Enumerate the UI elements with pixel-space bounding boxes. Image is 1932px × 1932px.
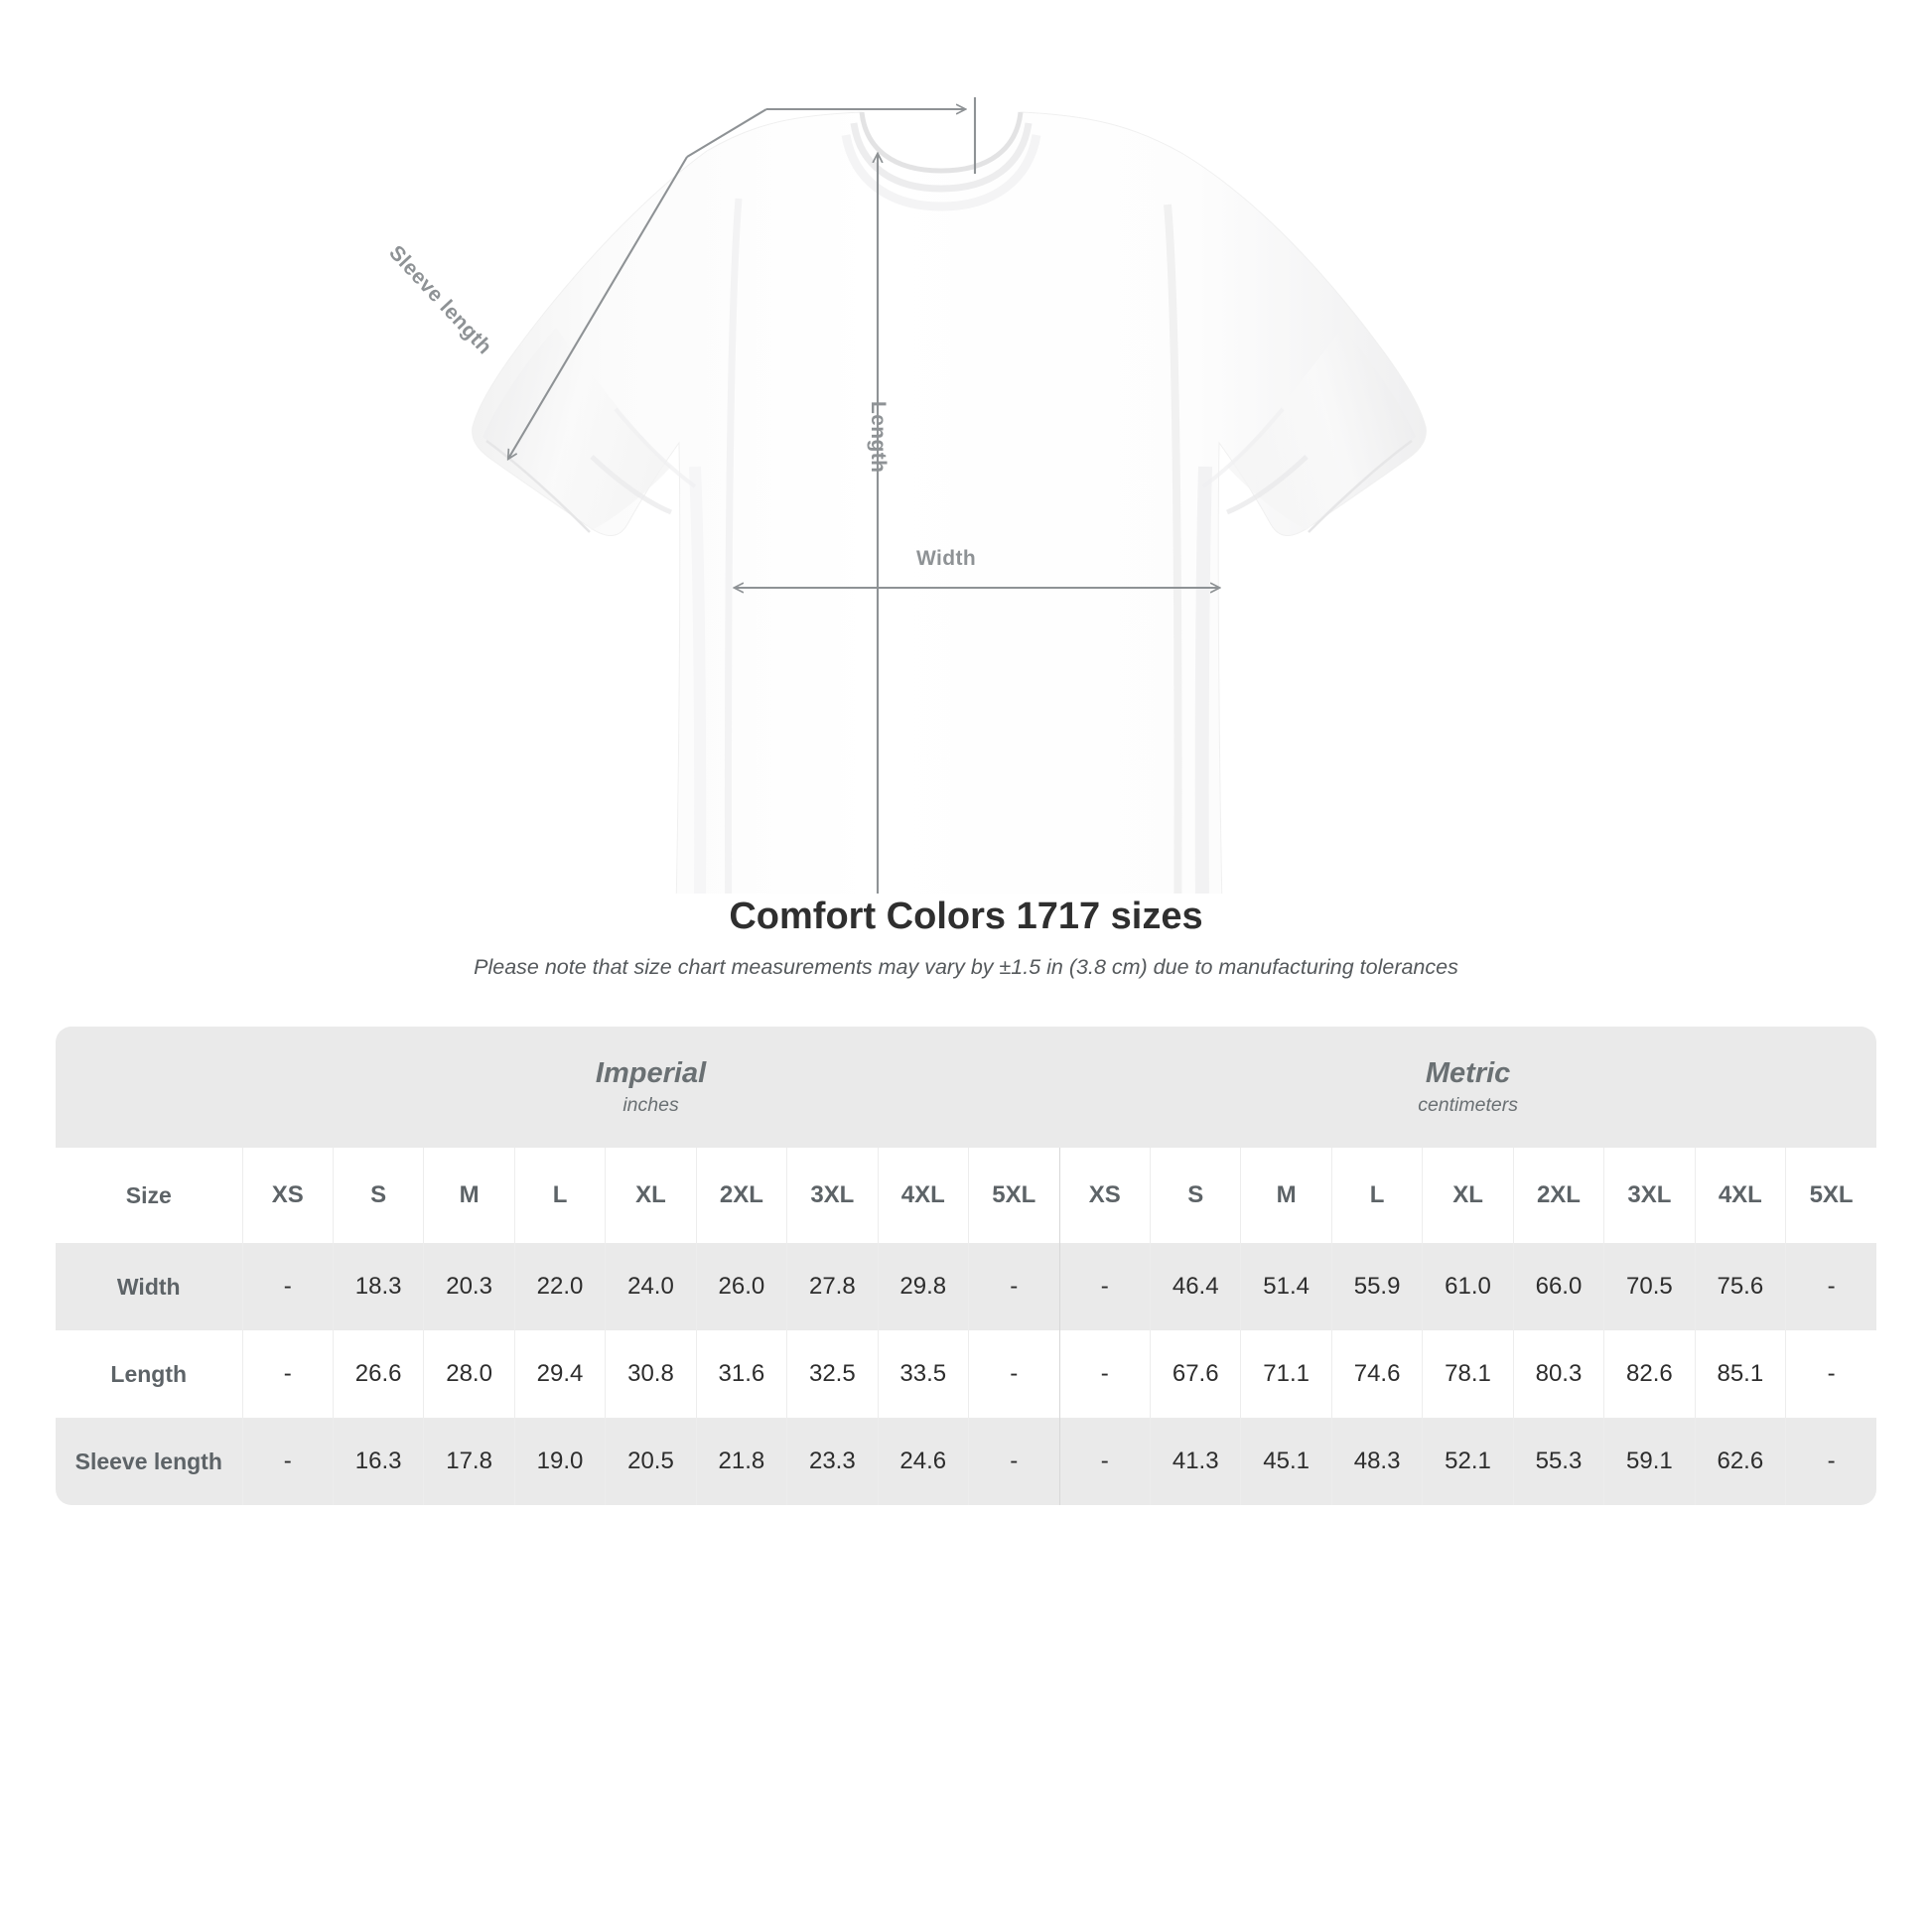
- unit-group-name: Metric: [1425, 1056, 1511, 1089]
- cell-sleeve-length-metric-l: 48.3: [1330, 1418, 1423, 1506]
- cell-sleeve-length-imperial-l: 19.0: [513, 1418, 606, 1506]
- cell-width-imperial-l: 22.0: [513, 1243, 606, 1331]
- table-row: Length -26.6 28.0 29.4 30.8 31.6 32.5 33.5- -67.…: [56, 1330, 1876, 1419]
- cell-sleeve-length-metric-4xl: 62.6: [1694, 1418, 1786, 1506]
- cell-width-metric-xl: 61.0: [1422, 1243, 1514, 1331]
- unit-row-spacer: [56, 1027, 242, 1149]
- header-size-imperial-m: M: [423, 1148, 515, 1244]
- cell-width-imperial-xs: -: [241, 1243, 334, 1331]
- unit-group-name: Imperial: [595, 1056, 707, 1089]
- cell-width-imperial-2xl: 26.0: [695, 1243, 787, 1331]
- cell-sleeve-length-imperial-2xl: 21.8: [695, 1418, 787, 1506]
- cell-sleeve-length-metric-5xl: -: [1785, 1418, 1876, 1506]
- cell-width-metric-5xl: -: [1785, 1243, 1876, 1331]
- tshirt-illustration: [472, 97, 1427, 894]
- header-size-imperial-5xl: 5XL: [968, 1148, 1060, 1244]
- cell-length-metric-m: 71.1: [1240, 1330, 1332, 1419]
- cell-length-metric-3xl: 82.6: [1603, 1330, 1696, 1419]
- header-size-metric-3xl: 3XL: [1603, 1148, 1696, 1244]
- cell-width-metric-m: 51.4: [1240, 1243, 1332, 1331]
- cell-length-imperial-3xl: 32.5: [786, 1330, 879, 1419]
- unit-group-subtitle: inches: [622, 1094, 679, 1117]
- cell-length-imperial-4xl: 33.5: [877, 1330, 969, 1419]
- cell-length-metric-xl: 78.1: [1422, 1330, 1514, 1419]
- cell-length-imperial-xl: 30.8: [605, 1330, 697, 1419]
- cell-length-imperial-5xl: -: [968, 1330, 1060, 1419]
- cell-width-metric-3xl: 70.5: [1603, 1243, 1696, 1331]
- cell-length-metric-s: 67.6: [1149, 1330, 1241, 1419]
- cell-length-imperial-2xl: 31.6: [695, 1330, 787, 1419]
- header-size-label: Size: [56, 1148, 242, 1244]
- unit-group-header-metric: Metric centimeters: [1059, 1027, 1876, 1149]
- header-size-metric-m: M: [1240, 1148, 1332, 1244]
- width-dimension-label: Width: [916, 547, 977, 570]
- cell-width-imperial-xl: 24.0: [605, 1243, 697, 1331]
- size-chart-table-wrapper: Imperial inches Metric centimeters Size XS S M L…: [56, 1027, 1876, 1506]
- table-row: Width -18.3 20.3 22.0 24.0 26.0 27.8 29.8- -46.4…: [56, 1243, 1876, 1331]
- header-size-metric-xs: XS: [1058, 1148, 1151, 1244]
- cell-width-imperial-4xl: 29.8: [877, 1243, 969, 1331]
- length-dimension-label: Length: [867, 401, 890, 474]
- header-size-metric-l: L: [1330, 1148, 1423, 1244]
- cell-length-metric-5xl: -: [1785, 1330, 1876, 1419]
- header-size-metric-2xl: 2XL: [1512, 1148, 1604, 1244]
- header-size-metric-s: S: [1149, 1148, 1241, 1244]
- page-title: Comfort Colors 1717 sizes: [729, 896, 1203, 937]
- shirt-body-shape: [472, 111, 1427, 894]
- cell-sleeve-length-metric-s: 41.3: [1149, 1418, 1241, 1506]
- size-chart-table: Imperial inches Metric centimeters Size XS S M L…: [56, 1027, 1876, 1506]
- header-size-imperial-xs: XS: [241, 1148, 334, 1244]
- measurement-guides: [508, 97, 1219, 894]
- cell-sleeve-length-imperial-5xl: -: [968, 1418, 1060, 1506]
- header-size-metric-5xl: 5XL: [1785, 1148, 1876, 1244]
- cell-sleeve-length-metric-m: 45.1: [1240, 1418, 1332, 1506]
- cell-length-metric-2xl: 80.3: [1512, 1330, 1604, 1419]
- cell-width-imperial-3xl: 27.8: [786, 1243, 879, 1331]
- cell-width-metric-2xl: 66.0: [1512, 1243, 1604, 1331]
- cell-sleeve-length-imperial-s: 16.3: [332, 1418, 424, 1506]
- header-size-imperial-4xl: 4XL: [877, 1148, 969, 1244]
- table-row: Sleeve length -16.3 17.8 19.0 20.5 21.8 23.3 24…: [56, 1418, 1876, 1506]
- row-label-length: Length: [56, 1330, 242, 1419]
- cell-width-imperial-5xl: -: [968, 1243, 1060, 1331]
- size-header-row: Size XS S M L XL 2XL 3XL 4XL 5XL XS S M L XL 2XL 3XL 4XL 5…: [56, 1148, 1876, 1244]
- cell-width-metric-4xl: 75.6: [1694, 1243, 1786, 1331]
- row-label-sleeve-length: Sleeve length: [56, 1418, 242, 1506]
- cell-width-metric-s: 46.4: [1149, 1243, 1241, 1331]
- cell-length-imperial-s: 26.6: [332, 1330, 424, 1419]
- cell-length-metric-xs: -: [1058, 1330, 1151, 1419]
- cell-sleeve-length-metric-xs: -: [1058, 1418, 1151, 1506]
- cell-length-metric-4xl: 85.1: [1694, 1330, 1786, 1419]
- cell-width-imperial-m: 20.3: [423, 1243, 515, 1331]
- cell-length-imperial-l: 29.4: [513, 1330, 606, 1419]
- tolerance-note: Please note that size chart measurements…: [474, 954, 1458, 979]
- cell-sleeve-length-imperial-3xl: 23.3: [786, 1418, 879, 1506]
- header-size-imperial-2xl: 2XL: [695, 1148, 787, 1244]
- cell-sleeve-length-imperial-4xl: 24.6: [877, 1418, 969, 1506]
- cell-length-imperial-xs: -: [241, 1330, 334, 1419]
- cell-sleeve-length-imperial-xs: -: [241, 1418, 334, 1506]
- cell-length-metric-l: 74.6: [1330, 1330, 1423, 1419]
- unit-group-subtitle: centimeters: [1418, 1094, 1518, 1117]
- unit-group-row: Imperial inches Metric centimeters: [56, 1027, 1876, 1149]
- cell-length-imperial-m: 28.0: [423, 1330, 515, 1419]
- cell-sleeve-length-imperial-xl: 20.5: [605, 1418, 697, 1506]
- cell-width-metric-l: 55.9: [1330, 1243, 1423, 1331]
- header-size-metric-4xl: 4XL: [1694, 1148, 1786, 1244]
- cell-sleeve-length-metric-2xl: 55.3: [1512, 1418, 1604, 1506]
- cell-width-imperial-s: 18.3: [332, 1243, 424, 1331]
- cell-width-metric-xs: -: [1058, 1243, 1151, 1331]
- cell-sleeve-length-metric-3xl: 59.1: [1603, 1418, 1696, 1506]
- header-size-imperial-xl: XL: [605, 1148, 697, 1244]
- chart-heading-block: Comfort Colors 1717 sizes Please note th…: [0, 894, 1932, 981]
- cell-sleeve-length-imperial-m: 17.8: [423, 1418, 515, 1506]
- row-label-width: Width: [56, 1243, 242, 1331]
- header-size-imperial-s: S: [332, 1148, 424, 1244]
- unit-group-header-imperial: Imperial inches: [242, 1027, 1060, 1149]
- tshirt-diagram: Sleeve length Length Width: [0, 0, 1932, 894]
- header-size-imperial-l: L: [513, 1148, 606, 1244]
- cell-sleeve-length-metric-xl: 52.1: [1422, 1418, 1514, 1506]
- header-size-imperial-3xl: 3XL: [786, 1148, 879, 1244]
- header-size-metric-xl: XL: [1422, 1148, 1514, 1244]
